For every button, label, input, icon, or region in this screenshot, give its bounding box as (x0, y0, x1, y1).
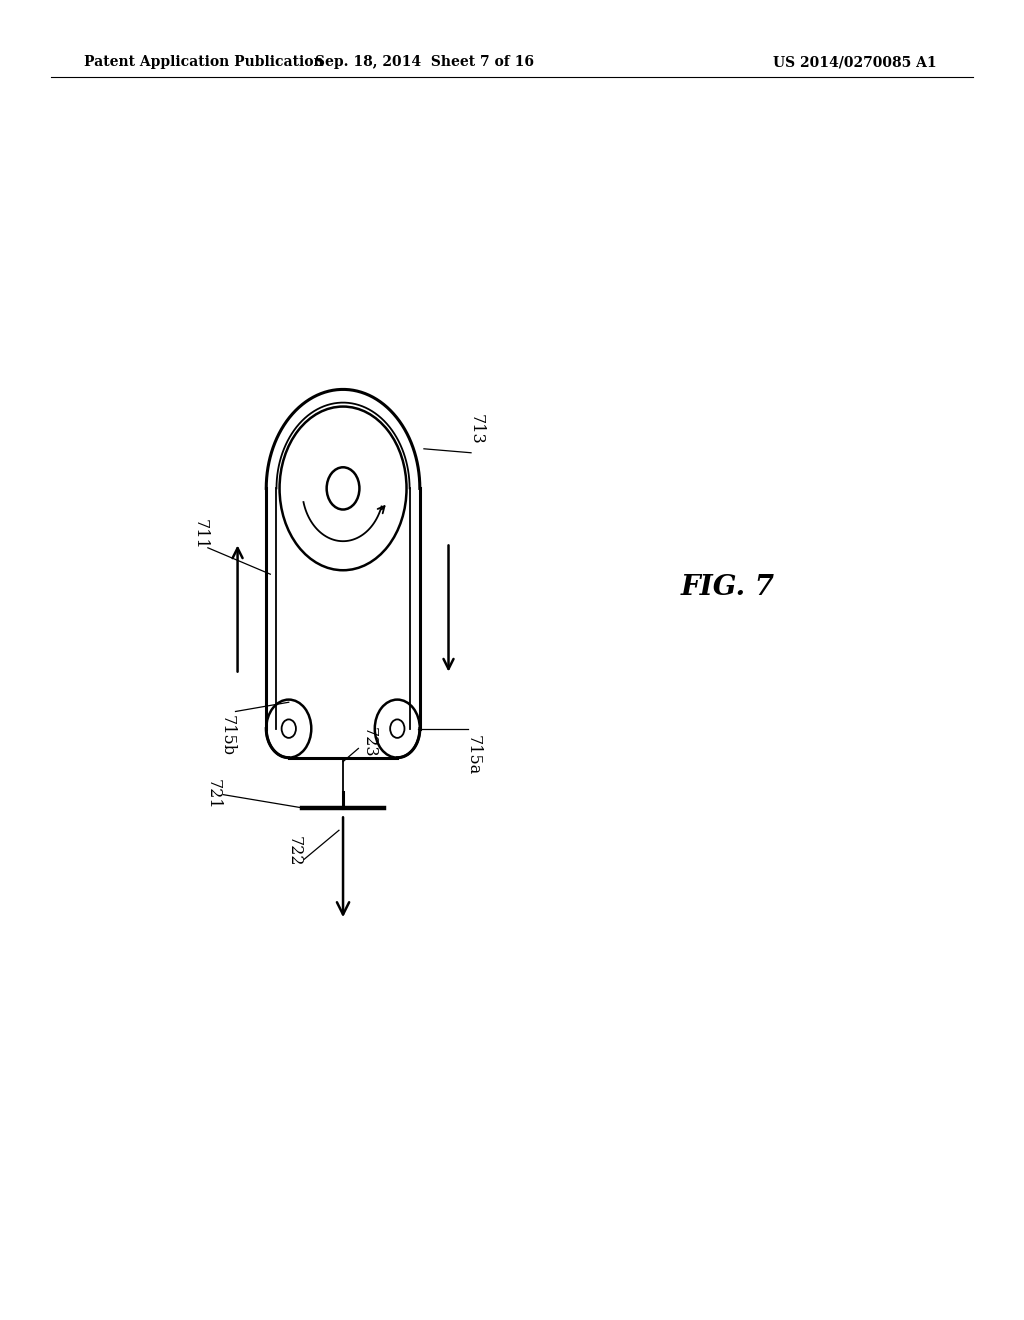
Text: FIG. 7: FIG. 7 (681, 574, 775, 601)
Text: 715b: 715b (219, 714, 236, 756)
Text: 723: 723 (360, 726, 377, 758)
Text: 721: 721 (205, 779, 221, 810)
Text: 715a: 715a (465, 735, 481, 775)
Text: Patent Application Publication: Patent Application Publication (84, 55, 324, 70)
Text: Sep. 18, 2014  Sheet 7 of 16: Sep. 18, 2014 Sheet 7 of 16 (315, 55, 535, 70)
Text: 722: 722 (286, 836, 302, 867)
Text: 711: 711 (191, 519, 208, 550)
Text: US 2014/0270085 A1: US 2014/0270085 A1 (773, 55, 937, 70)
Text: 713: 713 (468, 413, 484, 445)
